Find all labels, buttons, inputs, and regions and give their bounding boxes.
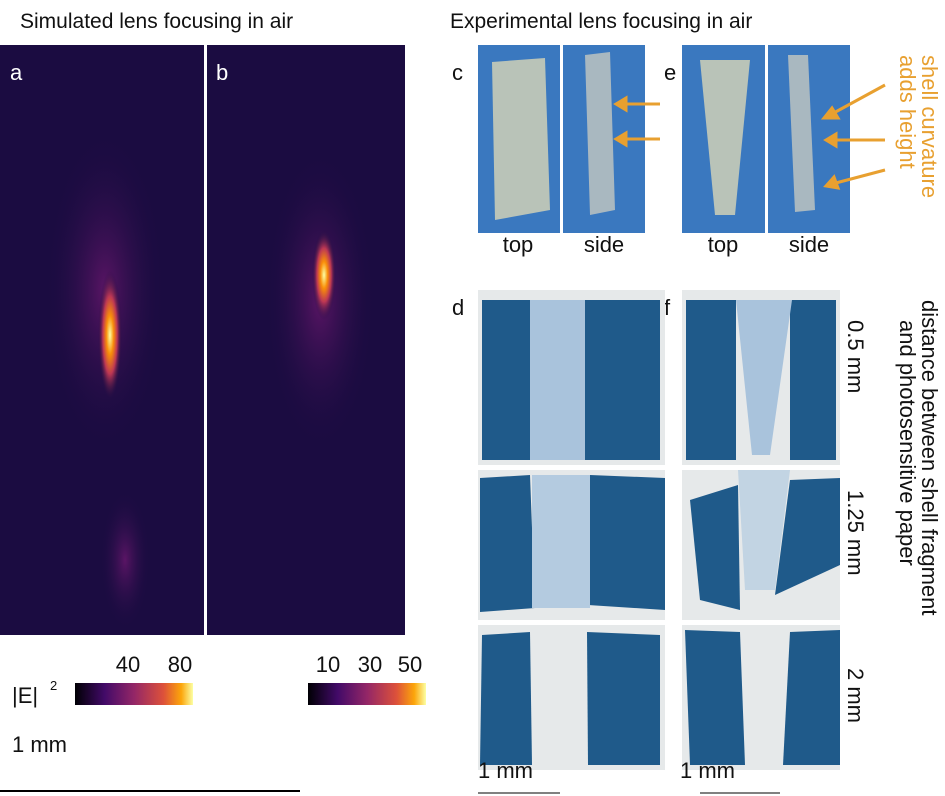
colorbar-tick: 80 — [168, 652, 192, 677]
title-right: Experimental lens focusing in air — [450, 10, 752, 33]
sim-focus — [98, 270, 122, 400]
photo-label: side — [789, 232, 829, 257]
colorbar-label: |E| — [12, 683, 38, 708]
sim-focus — [312, 230, 336, 320]
figure: Simulated lens focusing in air Experimen… — [0, 0, 945, 796]
exposure-photos — [478, 290, 840, 770]
panel-label: c — [452, 60, 463, 85]
panel-label: e — [664, 60, 676, 85]
colorbar-tick: 40 — [116, 652, 140, 677]
shell-fragment — [492, 58, 550, 220]
panel-label: f — [664, 295, 671, 320]
distance-label: 2 mm — [843, 668, 868, 723]
distance-label: 0.5 mm — [843, 320, 868, 393]
panel-label: d — [452, 295, 464, 320]
axis-label: and photosensitive paper — [895, 320, 920, 566]
title-left: Simulated lens focusing in air — [20, 10, 293, 33]
photo-label: top — [503, 232, 534, 257]
photo-label: top — [708, 232, 739, 257]
colorbar-tick: 10 — [316, 652, 340, 677]
colorbar — [308, 683, 426, 705]
colorbar-exponent: 2 — [50, 678, 57, 693]
scale-bar-label: 1 mm — [478, 758, 533, 783]
scale-bar-label: 1 mm — [12, 732, 67, 757]
annotation: adds height — [895, 55, 920, 169]
sim-tail — [100, 490, 150, 630]
shell-fragment — [585, 52, 615, 215]
panel-label: a — [10, 60, 23, 85]
scale-bar-label: 1 mm — [680, 758, 735, 783]
panel-label: b — [216, 60, 228, 85]
colorbar-tick: 50 — [398, 652, 422, 677]
colorbar — [75, 683, 193, 705]
photo-label: side — [584, 232, 624, 257]
distance-label: 1.25 mm — [843, 490, 868, 576]
colorbar-tick: 30 — [358, 652, 382, 677]
